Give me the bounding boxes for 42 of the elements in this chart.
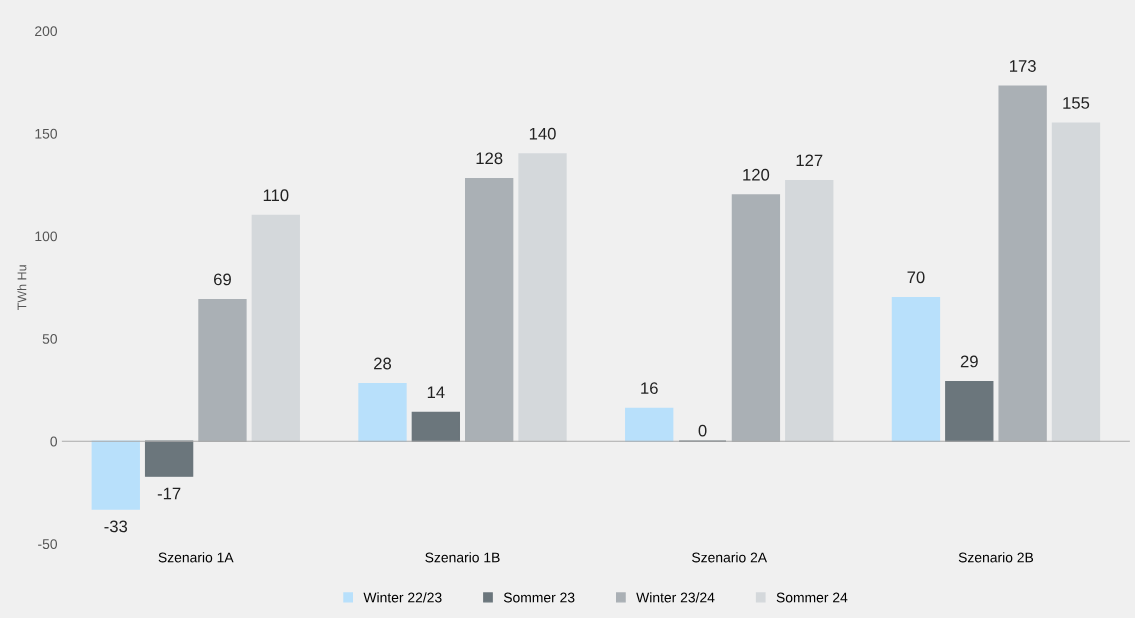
x-tick-label: Szenario 1A <box>158 552 234 563</box>
data-label: 14 <box>427 386 445 398</box>
bar <box>1051 122 1101 442</box>
y-axis-title: TWh Hu <box>17 265 27 311</box>
data-label: 155 <box>1063 97 1090 109</box>
bar <box>891 296 941 442</box>
data-label: 140 <box>529 127 556 140</box>
y-tick-label: -50 <box>38 539 58 550</box>
bar <box>785 179 834 442</box>
legend-label: Sommer 23 <box>503 592 575 603</box>
bar <box>91 440 140 510</box>
x-tick-label: Szenario 1B <box>425 552 500 563</box>
x-tick-label: Szenario 2B <box>958 552 1034 563</box>
data-label: 128 <box>476 152 503 165</box>
bar <box>411 411 461 442</box>
data-label: 70 <box>907 271 925 284</box>
bar <box>358 383 407 442</box>
y-tick-label: 150 <box>35 128 58 139</box>
legend-label: Winter 23/24 <box>636 592 715 603</box>
x-tick-label: Szenario 2A <box>692 552 768 563</box>
bar <box>251 214 300 442</box>
data-label: 28 <box>374 357 392 370</box>
data-label: 127 <box>796 154 823 167</box>
y-tick-label: 100 <box>35 231 58 242</box>
data-label: 16 <box>641 382 658 395</box>
y-tick-label: 0 <box>50 436 58 447</box>
bar <box>518 153 567 442</box>
data-label: -17 <box>157 487 181 500</box>
data-label: 0 <box>698 424 707 437</box>
data-label: 120 <box>743 168 770 181</box>
data-label: 69 <box>214 273 231 286</box>
data-label: 173 <box>1010 60 1036 72</box>
bar <box>625 407 674 442</box>
legend-label: Winter 22/23 <box>363 592 442 603</box>
bar <box>945 381 994 442</box>
legend-label: Sommer 24 <box>776 592 848 603</box>
bar <box>144 440 194 477</box>
data-label: 110 <box>263 189 289 202</box>
data-label: 29 <box>960 355 978 368</box>
y-tick-label: 200 <box>35 26 58 37</box>
data-label: -33 <box>104 520 128 533</box>
y-tick-label: 50 <box>42 334 58 344</box>
